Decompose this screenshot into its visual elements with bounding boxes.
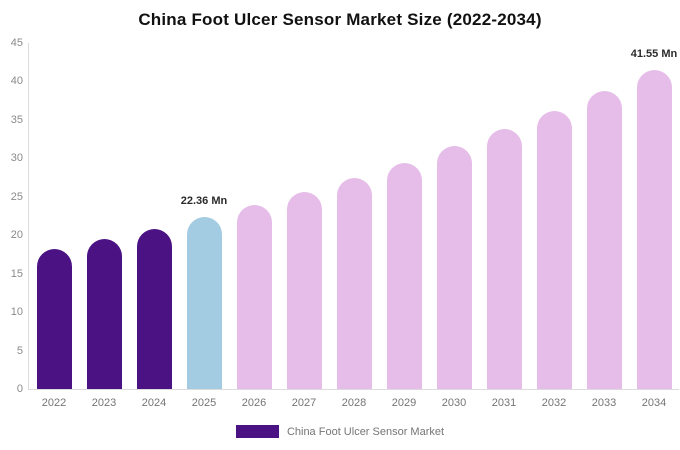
x-tick-label: 2026	[241, 397, 267, 409]
legend-label: China Foot Ulcer Sensor Market	[286, 425, 445, 438]
y-tick-label: 45	[10, 37, 23, 49]
bar-2026	[236, 204, 272, 389]
x-tick-label: 2024	[141, 397, 167, 409]
bar-2025	[186, 217, 222, 389]
bar-2028	[336, 177, 372, 389]
plot-area: 0 5 10 15 20 25 30 35 40 45 2022 2023 2024 2025 2026 2…	[11, 37, 679, 409]
bar-2027	[286, 191, 322, 389]
x-tick-label: 2033	[591, 397, 617, 409]
value-label-2034: 41.55 Mn	[630, 47, 678, 60]
y-tick-label: 15	[10, 267, 23, 280]
y-tick-label: 5	[16, 344, 23, 357]
legend-swatch	[235, 425, 279, 438]
x-tick-label: 2022	[41, 397, 67, 409]
bar-2032	[536, 110, 572, 389]
bar-2034	[636, 69, 672, 389]
x-tick-label: 2034	[641, 397, 667, 409]
y-tick-label: 25	[10, 190, 23, 203]
chart-title: China Foot Ulcer Sensor Market Size (202…	[138, 10, 542, 29]
y-tick-label: 30	[10, 152, 23, 165]
x-tick-label: 2029	[391, 397, 417, 409]
x-tick-label: 2023	[91, 397, 117, 409]
x-tick-label: 2031	[491, 397, 517, 409]
bar-2023	[86, 239, 122, 389]
bar-2029	[386, 162, 422, 389]
y-tick-label: 10	[10, 306, 23, 319]
x-tick-label: 2032	[541, 397, 567, 409]
bar-2022	[36, 249, 72, 389]
legend: China Foot Ulcer Sensor Market	[0, 425, 680, 438]
value-label-2025: 22.36 Mn	[180, 195, 228, 208]
x-tick-label: 2028	[341, 397, 367, 409]
x-tick-label: 2025	[191, 397, 217, 409]
y-tick-label: 35	[10, 113, 23, 126]
y-tick-label: 20	[10, 229, 23, 242]
bar-2030	[436, 146, 472, 389]
bar-2031	[486, 129, 522, 389]
x-tick-label: 2030	[441, 397, 467, 409]
bar-2033	[586, 90, 622, 389]
y-tick-label: 0	[16, 383, 23, 395]
bar-2024	[136, 228, 172, 389]
x-tick-label: 2027	[291, 397, 317, 409]
y-tick-label: 40	[10, 75, 23, 88]
